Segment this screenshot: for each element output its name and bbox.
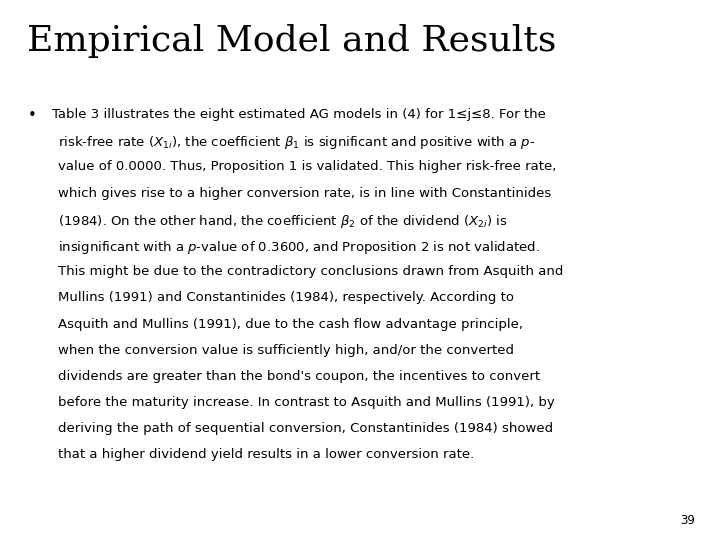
- Text: that a higher dividend yield results in a lower conversion rate.: that a higher dividend yield results in …: [58, 448, 474, 462]
- Text: Empirical Model and Results: Empirical Model and Results: [27, 24, 557, 58]
- Text: risk-free rate ($X_{1i}$), the coefficient $\beta_1$ is significant and positive: risk-free rate ($X_{1i}$), the coefficie…: [58, 134, 535, 151]
- Text: value of 0.0000. Thus, Proposition 1 is validated. This higher risk-free rate,: value of 0.0000. Thus, Proposition 1 is …: [58, 160, 556, 173]
- Text: insignificant with a $p$-value of 0.3600, and Proposition 2 is not validated.: insignificant with a $p$-value of 0.3600…: [58, 239, 539, 256]
- Text: when the conversion value is sufficiently high, and/or the converted: when the conversion value is sufficientl…: [58, 343, 513, 357]
- Text: Table 3 illustrates the eight estimated AG models in (4) for 1≤j≤8. For the: Table 3 illustrates the eight estimated …: [52, 108, 546, 121]
- Text: before the maturity increase. In contrast to Asquith and Mullins (1991), by: before the maturity increase. In contras…: [58, 396, 554, 409]
- Text: (1984). On the other hand, the coefficient $\beta_2$ of the dividend ($X_{2i}$) : (1984). On the other hand, the coefficie…: [58, 213, 507, 230]
- Text: dividends are greater than the bond's coupon, the incentives to convert: dividends are greater than the bond's co…: [58, 370, 540, 383]
- Text: which gives rise to a higher conversion rate, is in line with Constantinides: which gives rise to a higher conversion …: [58, 186, 551, 200]
- Text: deriving the path of sequential conversion, Constantinides (1984) showed: deriving the path of sequential conversi…: [58, 422, 553, 435]
- Text: This might be due to the contradictory conclusions drawn from Asquith and: This might be due to the contradictory c…: [58, 265, 563, 278]
- Text: Mullins (1991) and Constantinides (1984), respectively. According to: Mullins (1991) and Constantinides (1984)…: [58, 292, 513, 305]
- Text: Asquith and Mullins (1991), due to the cash flow advantage principle,: Asquith and Mullins (1991), due to the c…: [58, 318, 523, 330]
- Text: 39: 39: [680, 514, 695, 526]
- Text: •: •: [27, 108, 36, 123]
